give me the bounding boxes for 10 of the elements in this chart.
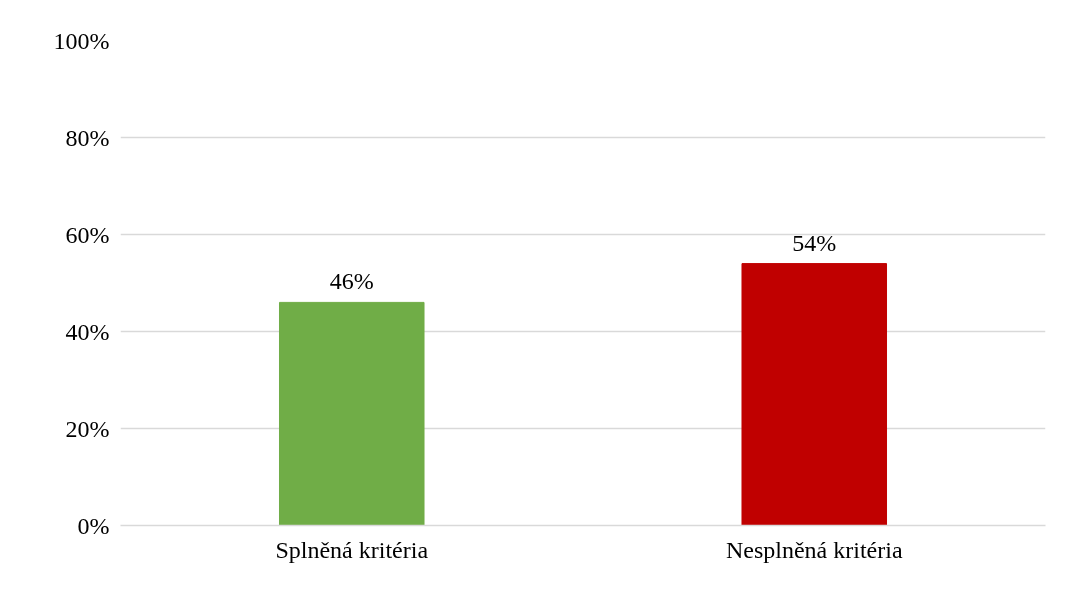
- y-tick-label: 0%: [77, 512, 110, 539]
- y-tick-label: 40%: [65, 318, 110, 345]
- data-label: 54%: [792, 229, 837, 256]
- x-tick-label: Nesplněná kritéria: [725, 536, 903, 563]
- y-tick-label: 80%: [65, 124, 110, 151]
- x-tick-label: Splněná kritéria: [275, 536, 429, 563]
- y-tick-label: 60%: [65, 221, 110, 248]
- data-label: 46%: [329, 268, 374, 295]
- y-tick-label: 20%: [65, 415, 110, 442]
- y-tick-label: 100%: [53, 27, 110, 54]
